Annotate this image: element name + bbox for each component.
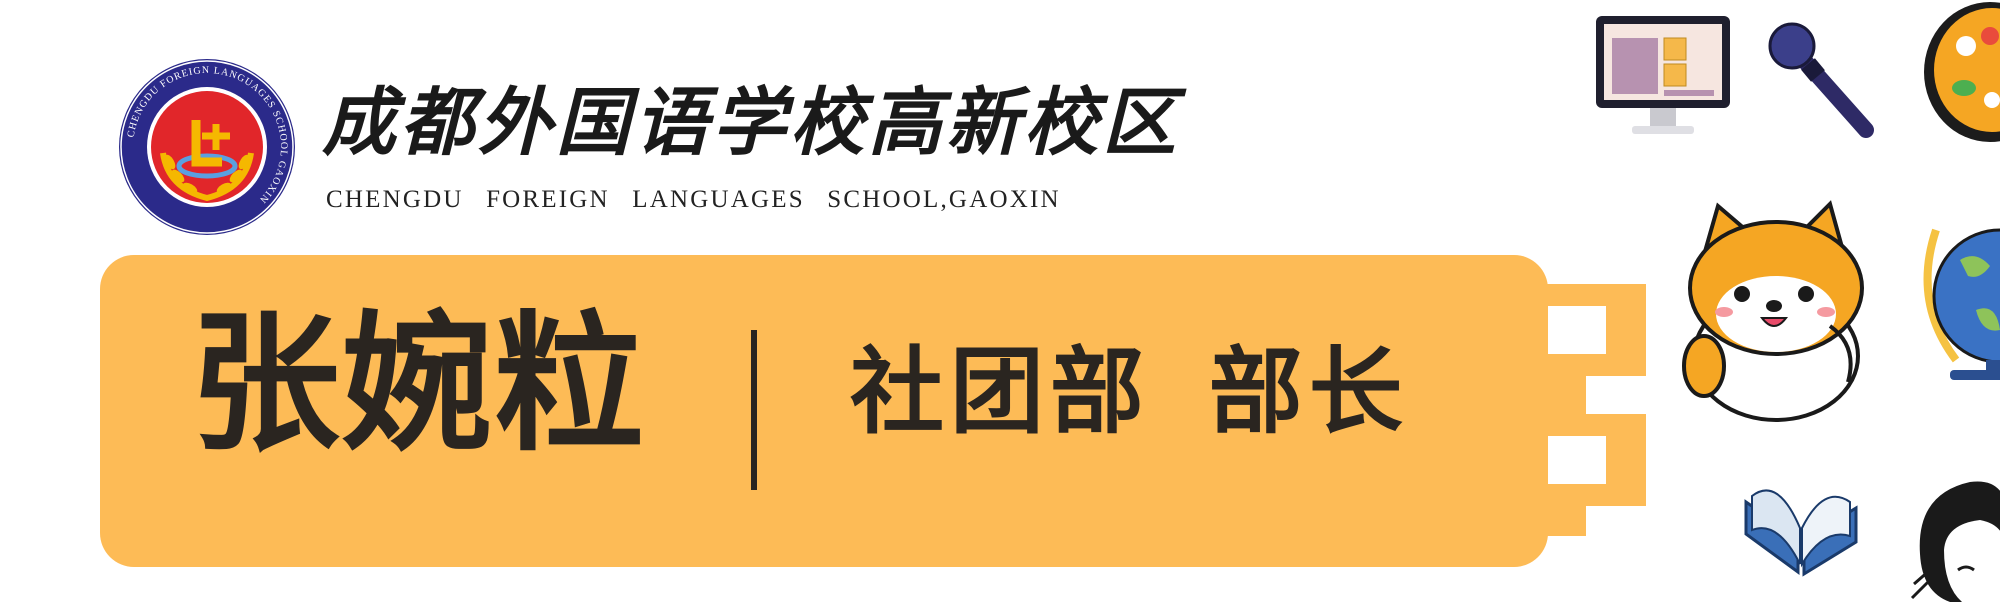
decorative-stripes <box>1546 284 1646 536</box>
shiba-dog-icon <box>1682 200 1864 422</box>
person-name: 张婉粒 <box>190 298 647 472</box>
paint-palette-icon <box>1924 2 2000 142</box>
microphone-icon <box>1768 22 1874 138</box>
globe-icon <box>1923 228 2000 380</box>
name-banner <box>100 255 1548 567</box>
open-book-icon <box>1744 489 1858 577</box>
school-name-cn: 成都外国语学校高新校区 <box>322 80 1180 166</box>
cartoon-girl-icon <box>1910 481 2000 602</box>
school-logo: CHENGDU FOREIGN LANGUAGES SCHOOL GAOXIN <box>119 59 295 235</box>
computer-monitor-icon <box>1596 16 1730 134</box>
banner-divider <box>751 330 757 490</box>
person-role: 社团部 部长 <box>850 338 1409 447</box>
school-name-en: CHENGDU FOREIGN LANGUAGES SCHOOL,GAOXIN <box>326 186 1061 213</box>
